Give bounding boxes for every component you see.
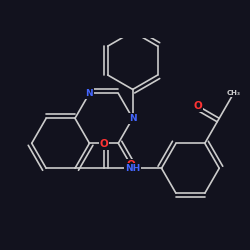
Text: CH₃: CH₃ (227, 90, 241, 96)
Text: O: O (194, 101, 202, 111)
Text: N: N (86, 89, 93, 98)
Text: O: O (126, 160, 135, 170)
Text: NH: NH (125, 164, 140, 173)
Text: O: O (100, 139, 108, 149)
Text: N: N (129, 114, 136, 123)
